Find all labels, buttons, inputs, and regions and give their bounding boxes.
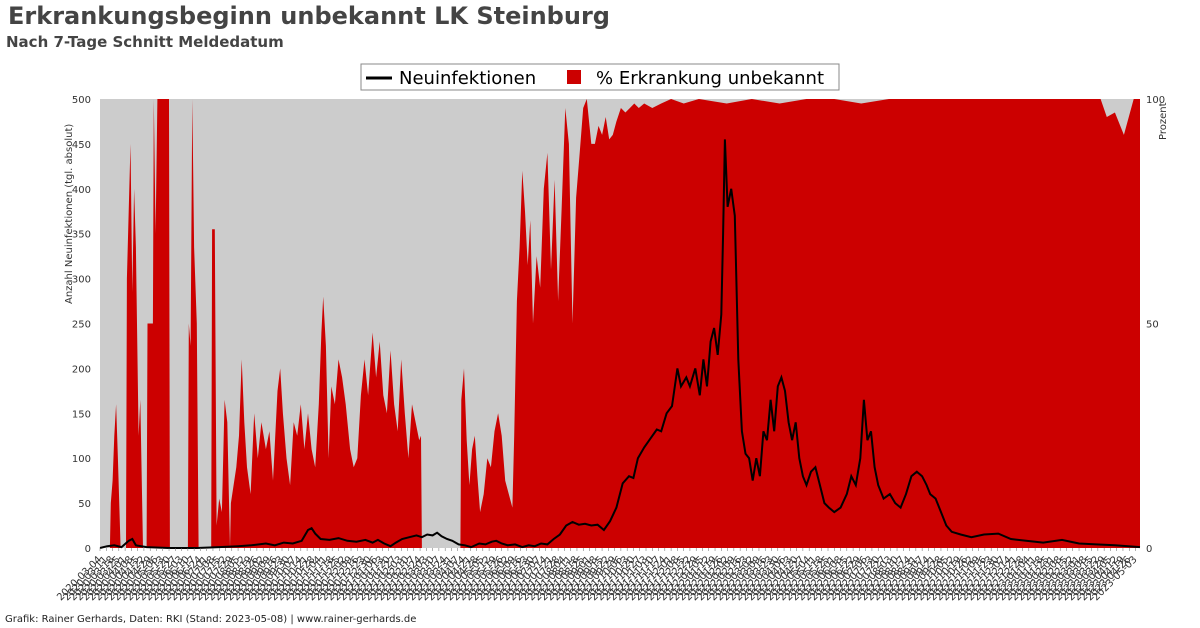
left-axis-ticks: 0 50 100 150 200 250 300 350 400 450 500 [72,95,91,555]
y-left-tick-label: 400 [72,185,91,196]
y-axis-right-label: Prozent [1158,102,1169,140]
y-left-tick-label: 50 [78,499,91,510]
y-left-tick-label: 300 [72,275,91,286]
y-left-tick-label: 0 [85,544,91,555]
y-left-tick-label: 500 [72,95,91,106]
legend: Neuinfektionen % Erkrankung unbekannt [360,63,840,91]
legend-box [360,63,840,91]
y-axis-left-label: Anzahl Neuinfektionen (tgl. absolut) [64,124,75,304]
y-left-tick-label: 450 [72,140,91,151]
y-left-tick-label: 150 [72,409,91,420]
y-right-tick-label: 0 [1146,544,1152,555]
legend-neuinfektionen: Neuinfektionen [399,68,536,89]
legend-percent-unknown: % Erkrankung unbekannt [596,68,824,89]
x-axis-ticks: 2020-03-042020-03-112020-03-182020-03-25… [55,548,1140,603]
new-infections-line [99,139,1141,549]
footer-credit: Grafik: Rainer Gerhards, Daten: RKI (Sta… [5,614,417,625]
legend-area-swatch [567,70,581,84]
y-left-tick-label: 100 [72,454,91,465]
chart-subtitle: Nach 7-Tage Schnitt Meldedatum [6,33,284,51]
chart-title: Erkrankungsbeginn unbekannt LK Steinburg [8,2,610,30]
y-left-tick-label: 200 [72,364,91,375]
y-right-tick-label: 100 [1146,95,1165,106]
percent-unknown-area [100,99,1140,548]
y-left-tick-label: 250 [72,320,91,331]
right-axis-ticks: 0 50 100 [1146,95,1165,555]
y-left-tick-label: 350 [72,230,91,241]
y-right-tick-label: 50 [1146,320,1159,331]
